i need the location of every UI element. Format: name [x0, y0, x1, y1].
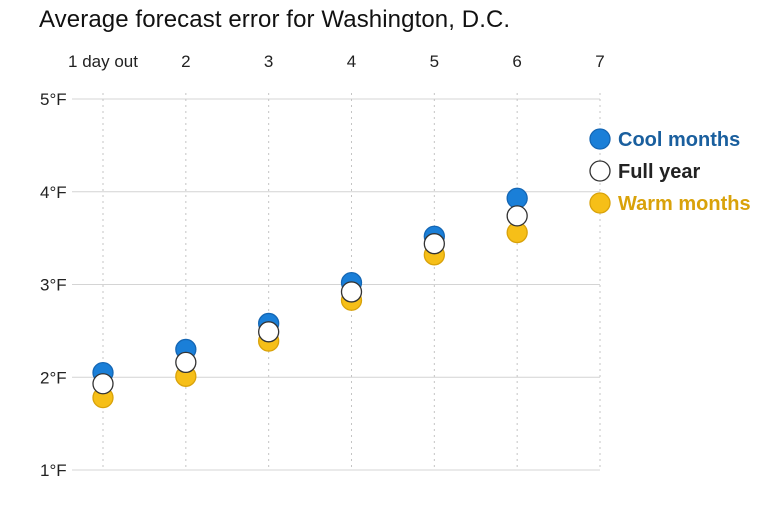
x-tick-label: 7: [595, 52, 604, 71]
data-point: [258, 321, 280, 343]
x-tick-label: 6: [512, 52, 521, 71]
data-point: [423, 233, 445, 255]
y-tick-label: 2°F: [40, 368, 67, 387]
y-tick-label: 5°F: [40, 90, 67, 109]
series-full-year: [92, 205, 528, 395]
legend: Cool months Full year Warm months: [589, 128, 751, 215]
legend-label: Full year: [618, 161, 700, 183]
data-point: [92, 373, 114, 395]
data-point: [340, 281, 363, 303]
x-tick-label: 3: [264, 52, 273, 71]
legend-item-full-year: Full year: [589, 160, 700, 183]
x-tick-label: 5: [430, 52, 439, 71]
y-tick-label: 3°F: [40, 276, 67, 295]
y-tick-label: 4°F: [40, 183, 67, 202]
x-tick-label: 4: [347, 52, 356, 71]
legend-label: Cool months: [618, 129, 740, 151]
x-tick-label: 2: [181, 52, 190, 71]
y-tick-label: 1°F: [40, 461, 67, 480]
data-points: [92, 187, 528, 409]
series-warm-months: [92, 221, 528, 409]
x-axis-ticks: 1 day out 2 3 4 5 6 7: [68, 52, 605, 71]
grid: [72, 93, 601, 471]
data-point: [506, 205, 528, 227]
legend-marker: [589, 160, 611, 182]
data-point: [175, 351, 197, 374]
legend-label: Warm months: [618, 193, 751, 215]
legend-marker: [589, 192, 611, 214]
legend-marker: [589, 128, 611, 150]
x-tick-label: 1 day out: [68, 52, 138, 71]
y-axis-ticks: 5°F 4°F 3°F 2°F 1°F: [40, 90, 67, 480]
legend-item-cool-months: Cool months: [589, 128, 740, 151]
legend-item-warm-months: Warm months: [589, 192, 751, 215]
series-cool-months: [92, 187, 528, 384]
chart-title: Average forecast error for Washington, D…: [39, 6, 511, 33]
